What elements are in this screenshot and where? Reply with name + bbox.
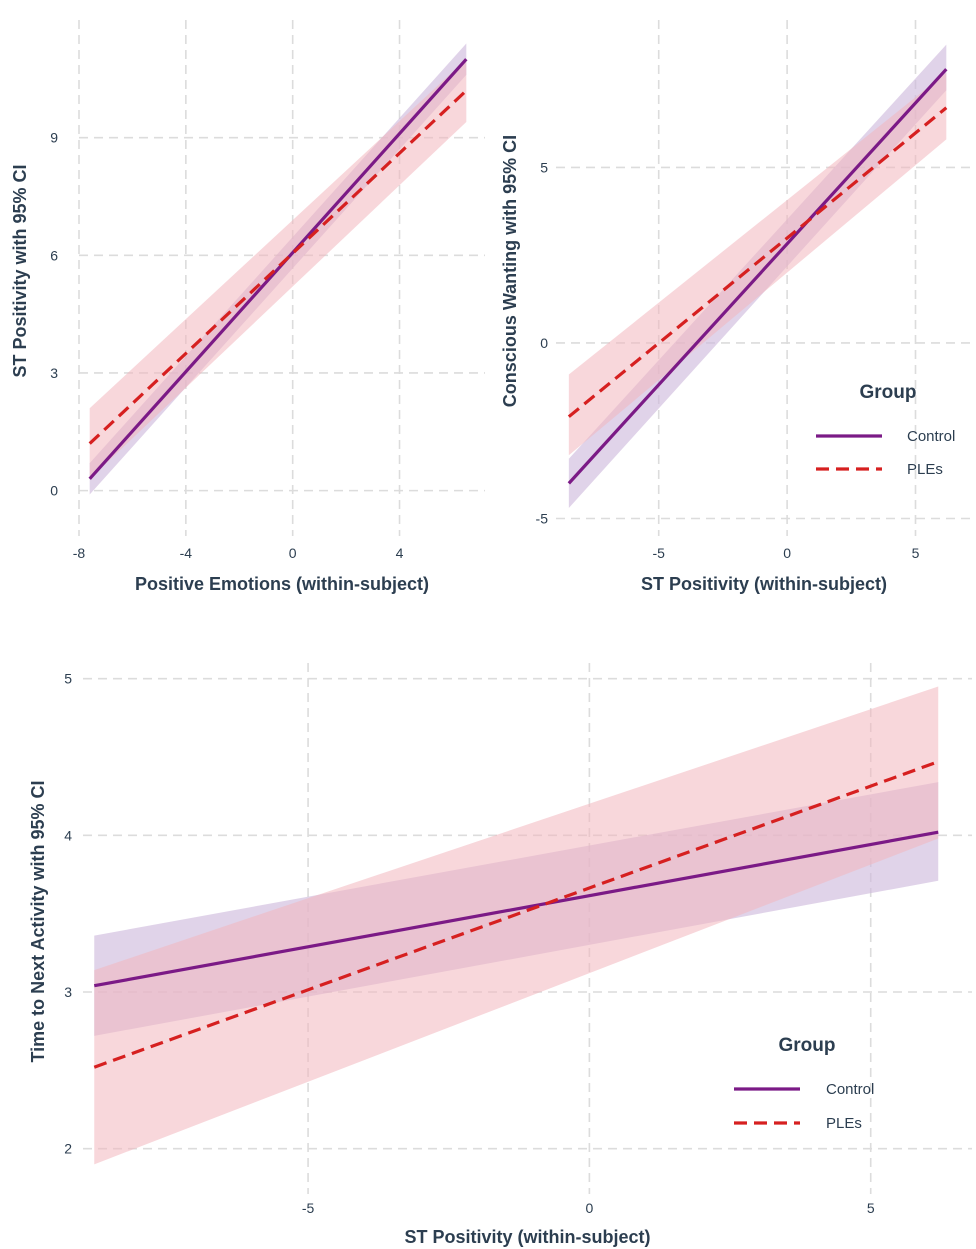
legend-title: Group (860, 382, 917, 403)
x-axis-title: ST Positivity (within-subject) (404, 1227, 650, 1247)
y-tick-label: 2 (64, 1141, 72, 1157)
control-line (567, 68, 948, 485)
ples-line (93, 760, 939, 1069)
y-tick-label: 6 (50, 247, 58, 263)
legend: Group Control PLEs (816, 382, 955, 478)
x-tick-label: 5 (867, 1200, 875, 1216)
x-tick-label: 0 (585, 1200, 593, 1216)
y-tick-label: 9 (50, 130, 58, 146)
x-tick-label: 0 (783, 545, 791, 561)
ples-line (567, 106, 948, 418)
panel-2: -5 0 5 -5 0 5 ST Positivity (within-subject) Co… (500, 20, 972, 594)
panel-3: -5 0 5 2 3 4 5 ST Positivity (within-subject) Ti… (28, 663, 972, 1247)
x-axis-title: Positive Emotions (within-subject) (135, 574, 429, 594)
legend-label-control: Control (907, 428, 955, 445)
x-tick-label: -5 (652, 545, 665, 561)
y-tick-label: 5 (64, 671, 72, 687)
y-axis-title: Conscious Wanting with 95% CI (500, 135, 520, 407)
y-tick-label: -5 (536, 510, 549, 526)
legend: Group Control PLEs (734, 1035, 874, 1132)
y-tick-label: 3 (64, 984, 72, 1000)
x-tick-label: -5 (302, 1200, 315, 1216)
y-tick-label: 0 (50, 483, 58, 499)
y-axis-title: Time to Next Activity with 95% CI (28, 780, 48, 1062)
y-tick-label: 3 (50, 365, 58, 381)
y-tick-label: 0 (540, 335, 548, 351)
x-tick-label: 0 (289, 545, 297, 561)
x-tick-label: 5 (912, 545, 920, 561)
panel-1: -8 -4 0 4 0 3 6 9 Positive Emotions (within-subj… (10, 20, 485, 594)
x-tick-label: -4 (180, 545, 193, 561)
legend-title: Group (779, 1035, 836, 1056)
x-tick-label: -8 (73, 545, 86, 561)
legend-label-ples: PLEs (826, 1115, 862, 1132)
ples-ci-band (94, 686, 939, 1165)
ples-line (88, 89, 468, 445)
y-tick-label: 5 (540, 159, 548, 175)
x-tick-label: 4 (396, 545, 404, 561)
y-axis-title: ST Positivity with 95% CI (10, 164, 30, 377)
x-axis-title: ST Positivity (within-subject) (641, 574, 887, 594)
control-line (93, 830, 939, 988)
control-line (88, 58, 468, 480)
legend-label-control: Control (826, 1081, 874, 1098)
y-tick-label: 4 (64, 827, 72, 843)
legend-label-ples: PLEs (907, 461, 943, 478)
